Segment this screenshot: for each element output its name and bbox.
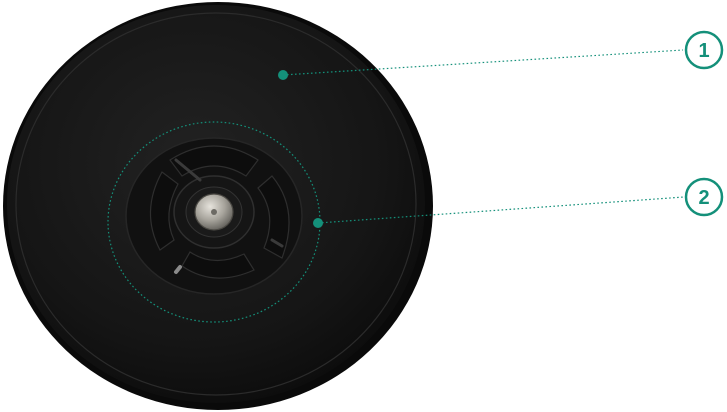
callout-2-label: 2 xyxy=(698,187,709,209)
callout-1-label: 1 xyxy=(698,40,709,62)
callout-2-dot xyxy=(313,218,323,228)
hub-spokes xyxy=(149,145,290,279)
callout-1-marker xyxy=(684,30,724,70)
center-pin xyxy=(194,193,234,231)
callout-1: 1 xyxy=(278,30,724,80)
callout-1-leader xyxy=(282,49,684,76)
callout-2-leader xyxy=(317,196,685,224)
callout-2-marker xyxy=(684,177,724,217)
callout-1-dot xyxy=(278,70,288,80)
callout-2: 2 xyxy=(313,177,724,228)
